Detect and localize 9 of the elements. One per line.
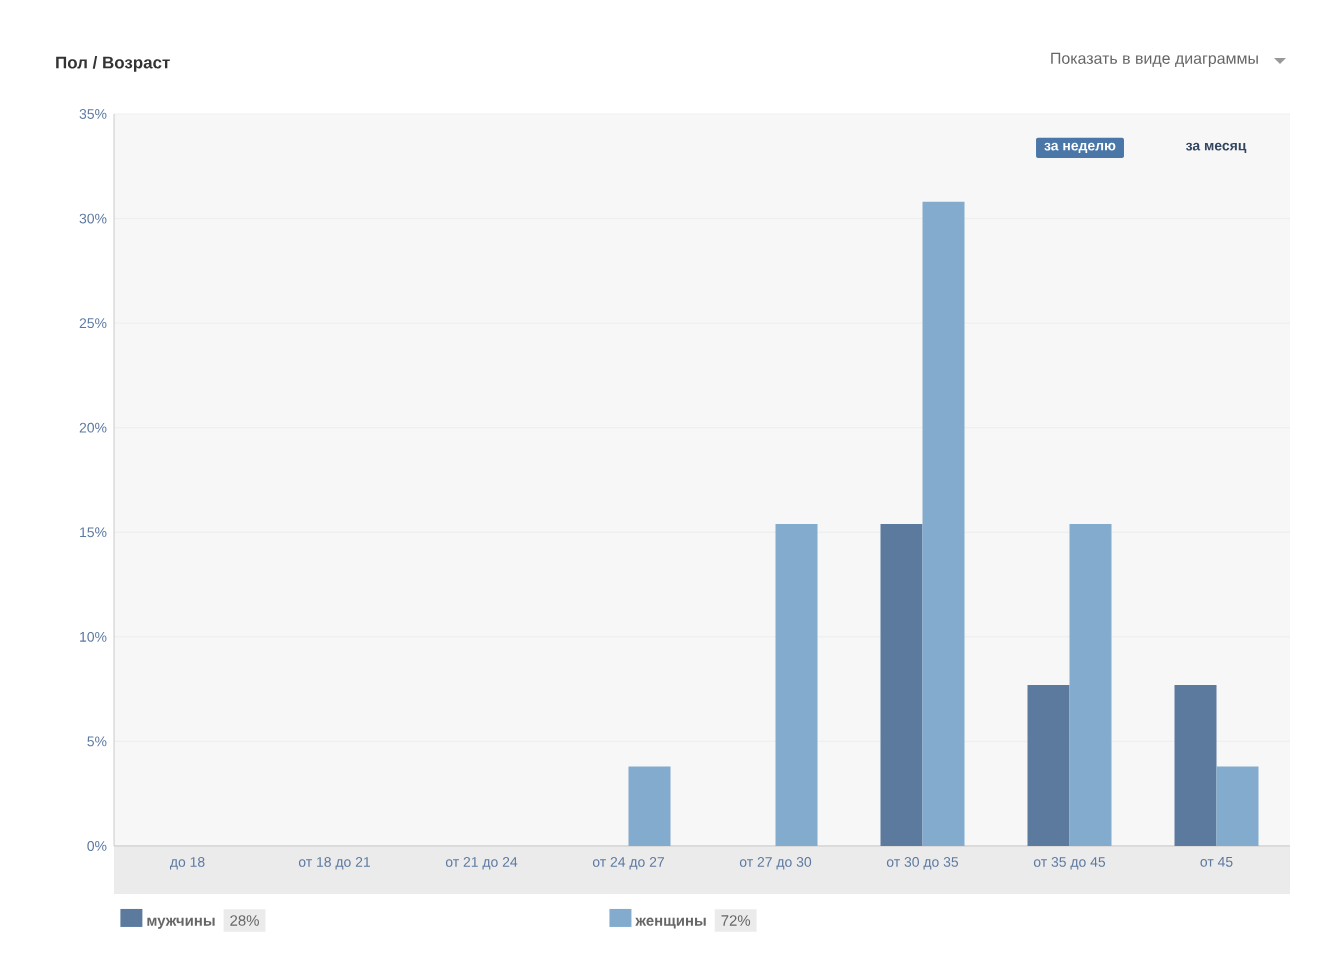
bar xyxy=(1216,766,1259,846)
bar xyxy=(922,201,965,846)
bar xyxy=(1027,684,1070,846)
bar xyxy=(628,766,671,846)
bar xyxy=(880,523,923,846)
bar xyxy=(1069,523,1112,846)
chart-title: Пол / Возраст xyxy=(56,56,170,72)
bar xyxy=(1174,684,1217,846)
bar xyxy=(775,523,818,846)
